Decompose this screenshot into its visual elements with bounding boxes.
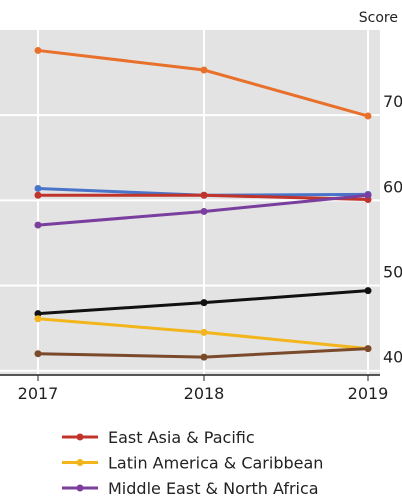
data-point bbox=[34, 315, 42, 323]
data-point bbox=[34, 184, 42, 192]
data-point bbox=[200, 299, 208, 307]
y-tick-label: 60 bbox=[383, 177, 402, 196]
legend-label: East Asia & Pacific bbox=[108, 428, 255, 447]
data-point bbox=[364, 345, 372, 353]
y-tick-label: 40 bbox=[383, 348, 402, 367]
data-point bbox=[200, 353, 208, 361]
legend-swatch bbox=[76, 459, 84, 466]
y-axis-label: Score bbox=[359, 10, 398, 26]
data-point bbox=[364, 112, 372, 120]
data-point bbox=[364, 191, 372, 199]
data-point bbox=[34, 310, 42, 318]
data-point bbox=[34, 221, 42, 229]
data-point bbox=[364, 287, 372, 295]
data-point bbox=[200, 207, 208, 215]
data-point bbox=[200, 191, 208, 199]
data-point bbox=[34, 191, 42, 199]
legend-label: Latin America & Caribbean bbox=[108, 454, 323, 473]
y-tick-label: 50 bbox=[383, 263, 402, 282]
x-tick-label: 2017 bbox=[18, 384, 59, 403]
data-point bbox=[200, 328, 208, 336]
plot-background bbox=[0, 30, 380, 375]
legend-swatch bbox=[76, 433, 84, 441]
x-tick-label: 2019 bbox=[348, 384, 389, 403]
legend-label: Middle East & North Africa bbox=[108, 479, 319, 498]
y-tick-label: 70 bbox=[383, 92, 402, 111]
data-point bbox=[34, 46, 42, 54]
data-point bbox=[34, 350, 42, 358]
x-tick-label: 2018 bbox=[184, 384, 225, 403]
data-point bbox=[200, 66, 208, 74]
legend-swatch bbox=[76, 484, 84, 492]
